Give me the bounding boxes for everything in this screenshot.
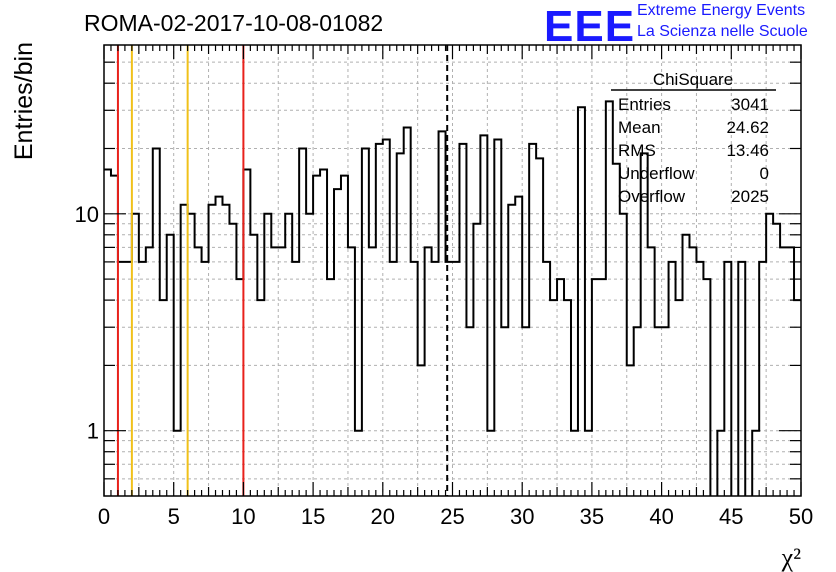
y-tick-label: 1 (87, 419, 99, 444)
x-tick-label: 30 (510, 504, 534, 529)
grid-lines (104, 45, 801, 496)
eee-logo: EEE (544, 2, 636, 51)
x-tick-label: 20 (371, 504, 395, 529)
x-tick-label: 25 (440, 504, 464, 529)
x-tick-label: 40 (649, 504, 673, 529)
stats-row-label: RMS (618, 141, 656, 160)
stats-row-label: Underflow (618, 164, 695, 183)
x-axis-label: χ² (781, 543, 802, 572)
stats-row-value: 2025 (731, 187, 769, 206)
x-tick-label: 5 (168, 504, 180, 529)
reference-lines (116, 45, 449, 496)
stats-row-value: 3041 (731, 95, 769, 114)
chart-title: ROMA-02-2017-10-08-01082 (84, 10, 384, 36)
x-tick-label: 10 (231, 504, 255, 529)
x-tick-label: 50 (789, 504, 813, 529)
stats-row-value: 13.46 (726, 141, 769, 160)
stats-box-title: ChiSquare (653, 70, 733, 89)
stats-box: ChiSquare Entries 3041 Mean 24.62 RMS 13.46 Un… (611, 70, 776, 206)
stats-row-value: 0 (760, 164, 769, 183)
histogram-series (104, 100, 801, 496)
stats-row-label: Entries (618, 95, 671, 114)
y-axis-label: Entries/bin (10, 42, 38, 160)
stats-row-value: 24.62 (726, 118, 769, 137)
stats-rows: Entries 3041 Mean 24.62 RMS 13.46 Underflow 0 Ov… (618, 95, 769, 206)
x-tick-label: 45 (719, 504, 743, 529)
y-tick-label: 10 (75, 202, 99, 227)
logo-text-line-2: La Scienza nelle Scuole (637, 23, 808, 40)
x-tick-label: 35 (580, 504, 604, 529)
x-tick-label: 15 (301, 504, 325, 529)
x-tick-label: 0 (98, 504, 110, 529)
stats-row-label: Overflow (618, 187, 686, 206)
logo-text-line-1: Extreme Energy Events (637, 2, 806, 19)
stats-row-label: Mean (618, 118, 661, 137)
